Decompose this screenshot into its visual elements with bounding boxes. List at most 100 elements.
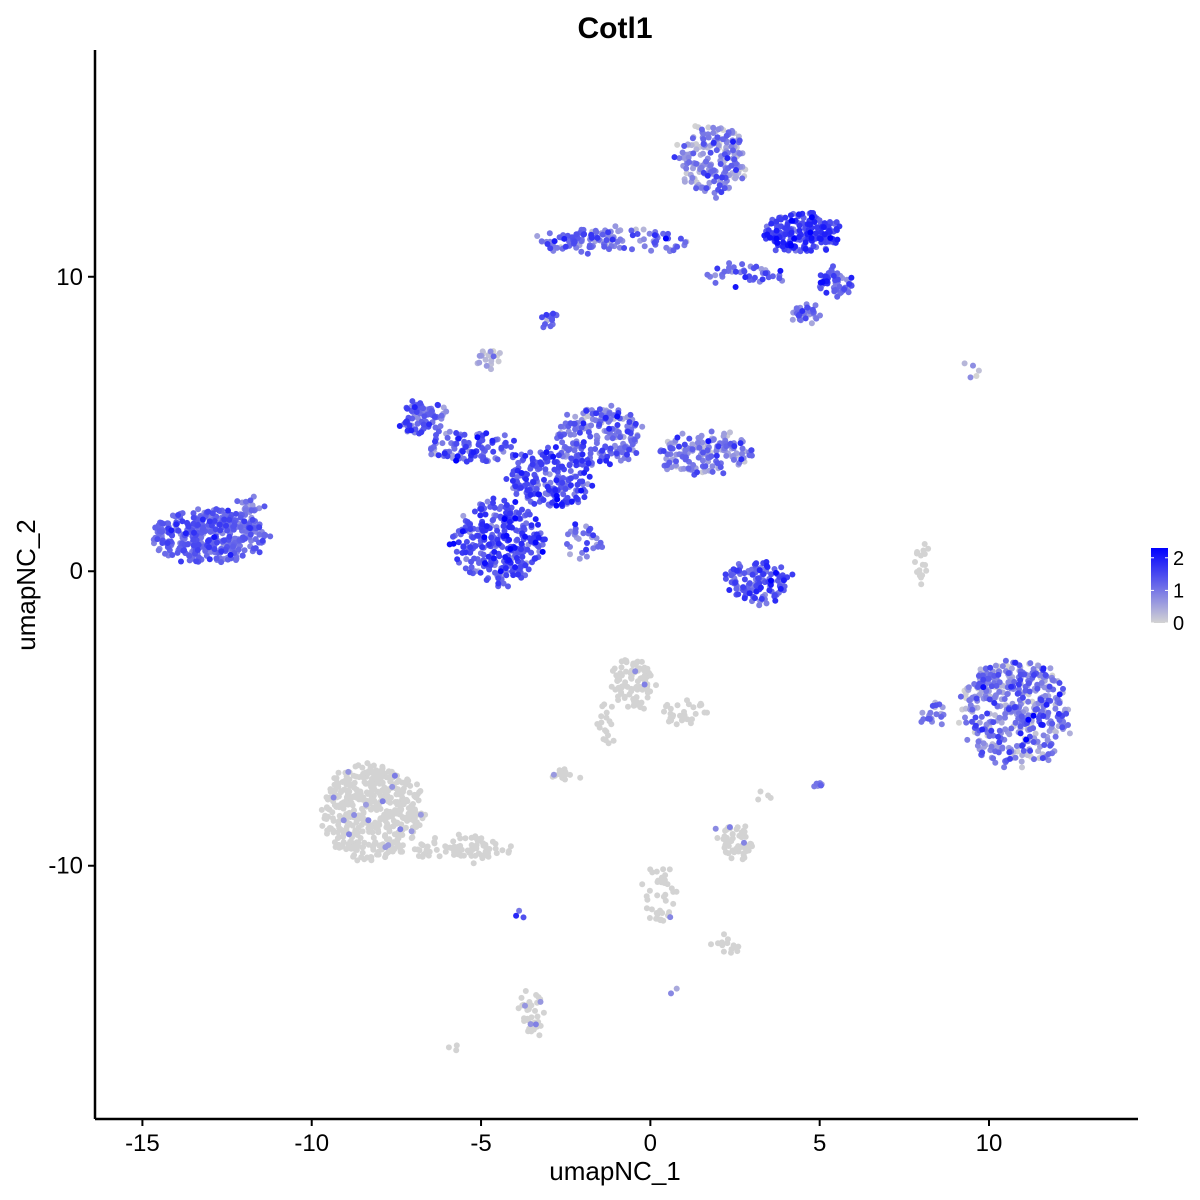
cell-point: [550, 310, 557, 317]
cell-point: [501, 516, 508, 522]
cell-point: [648, 247, 655, 254]
cell-point: [969, 718, 975, 725]
cell-point: [508, 444, 514, 450]
cell-point: [725, 850, 732, 857]
cell-point: [360, 794, 367, 801]
cell-point: [726, 824, 733, 831]
cell-point: [542, 454, 549, 461]
cell-point: [732, 268, 739, 275]
cell-point: [708, 453, 715, 460]
cell-point: [488, 358, 495, 364]
cell-point: [418, 841, 425, 848]
cell-point: [598, 412, 605, 418]
cell-point: [1046, 683, 1053, 690]
cell-point: [748, 447, 755, 454]
cell-point: [483, 362, 490, 369]
cell-point: [927, 709, 934, 716]
cell-point: [442, 843, 449, 850]
cell-point: [353, 773, 360, 780]
cell-point: [241, 547, 248, 554]
cell-point: [817, 236, 824, 242]
cell-point: [207, 528, 214, 535]
cell-point: [578, 487, 585, 494]
cell-point: [1005, 679, 1012, 686]
cell-point: [571, 447, 578, 454]
cell-point: [728, 855, 735, 862]
cell-point: [327, 788, 334, 795]
cell-point: [354, 789, 361, 796]
cell-point: [538, 238, 545, 245]
cell-point: [702, 463, 709, 470]
cell-point: [673, 985, 680, 992]
cell-point: [175, 512, 182, 518]
cell-point: [225, 507, 231, 514]
cell-point: [386, 836, 393, 843]
cell-point: [628, 227, 635, 234]
cell-point: [730, 138, 736, 145]
cell-point: [784, 221, 791, 228]
cell-point: [674, 702, 681, 709]
cell-point: [723, 452, 730, 459]
cell-point: [525, 566, 532, 573]
cell-point: [778, 564, 785, 571]
cell-point: [996, 688, 1003, 695]
cell-point: [261, 531, 268, 538]
cell-point: [615, 429, 622, 436]
cell-point: [355, 762, 362, 769]
cell-point: [772, 247, 779, 254]
cell-point: [500, 523, 507, 530]
cell-point: [512, 483, 519, 490]
cell-point: [976, 680, 983, 687]
cell-point: [596, 724, 603, 731]
cell-point: [780, 239, 787, 246]
cell-point: [386, 824, 393, 831]
cell-point: [162, 550, 168, 557]
cell-point: [247, 531, 254, 538]
cell-point: [211, 546, 218, 553]
cell-point: [363, 801, 369, 808]
cell-point: [517, 484, 524, 491]
cell-point: [963, 719, 970, 726]
cell-point: [361, 856, 368, 863]
cell-point: [833, 219, 840, 226]
cell-point: [379, 768, 386, 775]
colorbar: [1151, 548, 1168, 623]
cell-point: [213, 555, 220, 562]
cell-point: [483, 430, 490, 437]
cell-point: [713, 173, 720, 180]
cell-point: [581, 494, 588, 501]
cell-point: [586, 244, 593, 251]
cell-point: [200, 524, 207, 531]
cell-point: [827, 235, 834, 241]
cell-point: [731, 443, 738, 450]
cell-point: [476, 359, 483, 366]
cell-point: [988, 727, 995, 734]
cell-point: [791, 235, 798, 242]
cell-point: [453, 440, 460, 447]
cell-point: [789, 217, 796, 224]
cell-point: [641, 681, 648, 688]
cell-point: [404, 814, 410, 821]
cell-point: [912, 559, 918, 565]
cell-point: [531, 500, 538, 507]
cell-point: [426, 421, 433, 428]
cell-point: [607, 445, 614, 452]
cell-point: [565, 447, 572, 454]
cell-point: [583, 553, 590, 560]
cell-point: [1037, 696, 1044, 703]
cell-point: [535, 994, 542, 1001]
cell-point: [625, 703, 631, 710]
cell-point: [202, 548, 209, 554]
cell-point: [509, 477, 516, 484]
cell-point: [514, 536, 521, 543]
cell-point: [682, 447, 689, 454]
cell-point: [573, 231, 580, 238]
cell-point: [558, 501, 565, 508]
cell-point: [975, 738, 982, 745]
cell-point: [518, 994, 525, 1001]
cell-point: [919, 709, 926, 716]
cell-point: [382, 854, 389, 861]
cell-point: [749, 843, 755, 850]
cell-point: [617, 434, 624, 441]
cell-point: [996, 714, 1003, 721]
